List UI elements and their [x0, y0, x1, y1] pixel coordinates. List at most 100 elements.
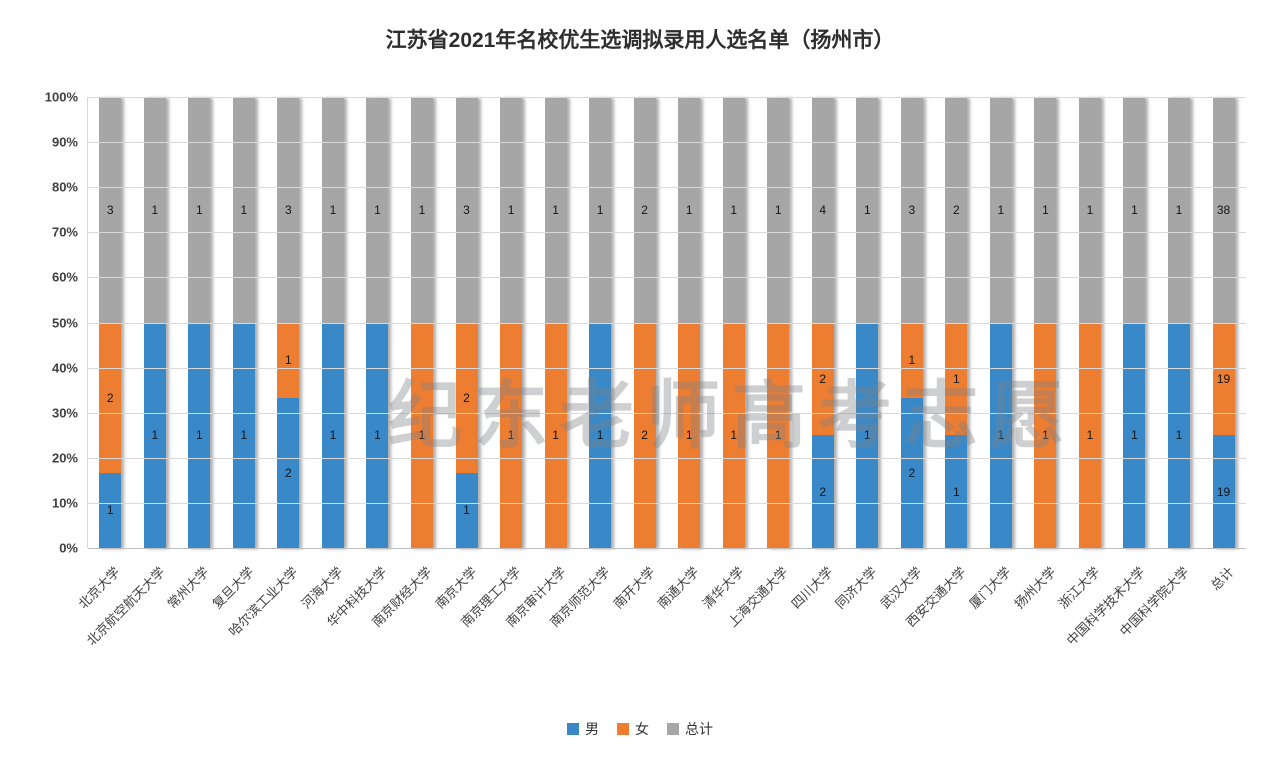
segment-总计: 3: [277, 97, 300, 323]
data-label: 1: [730, 428, 738, 443]
bar: 3 1 2: [900, 97, 923, 548]
data-label: 1: [1042, 202, 1049, 217]
segment-总计: 1: [767, 97, 790, 323]
gridline: [88, 548, 1246, 549]
chart-title: 江苏省2021年名校优生选调拟录用人选名单（扬州市）: [385, 29, 895, 52]
legend-swatch: [567, 723, 579, 735]
gridline: [88, 142, 1246, 144]
gridline: [88, 277, 1246, 279]
bar-slot: 4 2 2: [801, 97, 846, 548]
data-label: 1: [151, 428, 159, 443]
segment-总计: 3: [455, 97, 478, 323]
data-label: 1: [596, 428, 604, 443]
x-axis-label: 厦门大学: [966, 564, 1014, 612]
segment-总计: 1: [1168, 97, 1191, 323]
x-axis-label: 总计: [1207, 564, 1237, 594]
segment-女: 1: [277, 322, 300, 398]
segment-总计: 3: [99, 97, 122, 323]
data-label: 1: [1086, 428, 1094, 443]
data-label: 2: [953, 202, 960, 217]
data-label: 2: [463, 390, 470, 405]
data-label: 3: [285, 202, 292, 217]
segment-总计: 1: [366, 97, 389, 323]
segment-女: 2: [811, 322, 834, 436]
y-axis-tick-label: 100%: [44, 89, 78, 105]
segment-女: 2: [99, 322, 122, 473]
x-axis-label: 同济大学: [832, 564, 881, 612]
data-label: 1: [997, 202, 1005, 217]
segment-总计: 1: [410, 97, 433, 323]
data-label: 2: [819, 484, 827, 499]
y-axis-tick-label: 50%: [51, 315, 78, 330]
data-label: 1: [863, 202, 871, 217]
data-label: 3: [106, 202, 114, 217]
data-label: 38: [1216, 202, 1231, 217]
bar: 4 2 2: [811, 97, 834, 548]
y-axis-tick-label: 70%: [51, 224, 78, 240]
data-label: 1: [329, 428, 337, 443]
segment-男: 2: [811, 435, 834, 548]
segment-总计: 1: [188, 97, 211, 323]
segment-女: 1: [410, 322, 433, 548]
data-label: 1: [908, 353, 916, 368]
legend-swatch: [617, 723, 629, 735]
segment-女: 1: [678, 322, 701, 548]
segment-男: 1: [188, 322, 211, 548]
segment-男: 1: [945, 435, 968, 548]
data-label: 1: [151, 202, 159, 217]
legend-item-2: 总计: [667, 719, 713, 739]
segment-总计: 1: [1034, 97, 1057, 323]
bar-slot: 38 19 19: [1201, 97, 1246, 548]
y-axis-tick-label: 20%: [51, 450, 78, 466]
segment-总计: 1: [500, 97, 523, 323]
data-label: 1: [1131, 428, 1138, 443]
bar: 3 2 1: [455, 97, 478, 548]
segment-男: 1: [1168, 322, 1191, 548]
segment-总计: 1: [722, 97, 745, 323]
bar: 38 19 19: [1212, 97, 1235, 548]
data-label: 1: [463, 503, 470, 518]
segment-女: 1: [722, 322, 745, 548]
y-axis-line: [87, 97, 88, 548]
gridline: [88, 367, 1246, 369]
bar-slot: 3 2 1: [88, 97, 133, 548]
data-label: 1: [106, 503, 114, 518]
data-label: 1: [195, 202, 203, 217]
data-label: 1: [240, 428, 248, 443]
data-label: 19: [1216, 371, 1231, 386]
data-label: 1: [863, 428, 871, 443]
segment-女: 1: [544, 322, 567, 548]
gridline: [88, 412, 1246, 414]
data-label: 1: [997, 428, 1005, 443]
segment-总计: 1: [1078, 97, 1101, 323]
segment-总计: 2: [945, 97, 968, 323]
x-axis-label: 四川大学: [788, 564, 836, 612]
segment-女: 1: [767, 322, 790, 548]
bar-slot: 3 2 1: [444, 97, 489, 548]
bar-slot: 3 1 2: [890, 97, 935, 548]
data-label: 3: [908, 202, 916, 217]
segment-总计: 38: [1212, 97, 1235, 323]
y-axis-tick-label: 40%: [51, 360, 78, 376]
data-label: 1: [1042, 428, 1049, 443]
data-label: 1: [1175, 428, 1183, 443]
data-label: 1: [1131, 202, 1138, 217]
x-axis-label: 北京航空航天大学: [83, 564, 168, 649]
